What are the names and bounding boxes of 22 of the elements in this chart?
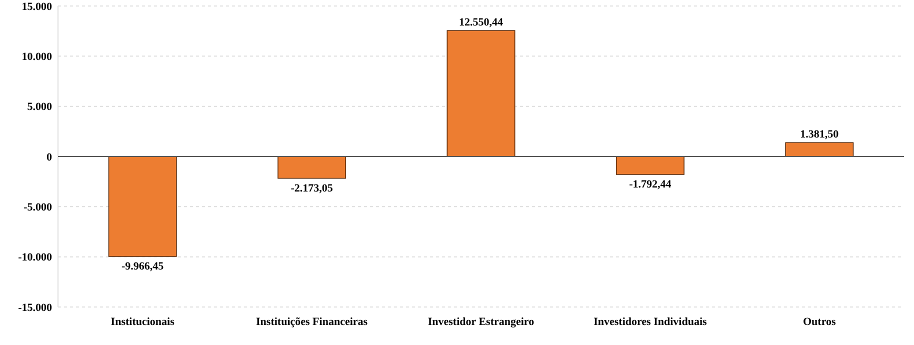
data-label: 1.381,50 <box>800 128 840 141</box>
y-tick-label: 10.000 <box>22 51 52 64</box>
data-label: 12.550,44 <box>459 16 504 29</box>
y-tick-label: 5.000 <box>27 101 52 114</box>
bar <box>785 142 854 157</box>
bar <box>108 156 177 257</box>
data-label: -1.792,44 <box>629 178 672 190</box>
bar <box>278 156 346 179</box>
bar <box>616 156 684 175</box>
x-tick-label: Investidor Estrangeiro <box>428 316 535 328</box>
data-label: -9.966,45 <box>122 260 164 272</box>
bar <box>446 30 516 157</box>
x-tick-label: Instituições Financeiras <box>256 316 368 328</box>
x-tick-label: Investidores Individuais <box>594 316 708 328</box>
x-tick-label: Outros <box>802 316 837 328</box>
x-tick-label: Institucionais <box>110 316 176 328</box>
y-tick-label: 15.000 <box>22 0 52 13</box>
y-tick-label: 0 <box>46 151 52 164</box>
data-label: -2.173,05 <box>290 182 334 194</box>
y-tick-label: -5.000 <box>24 202 52 214</box>
y-tick-label: -10.000 <box>18 252 52 264</box>
y-tick-label: -15.000 <box>18 302 52 314</box>
